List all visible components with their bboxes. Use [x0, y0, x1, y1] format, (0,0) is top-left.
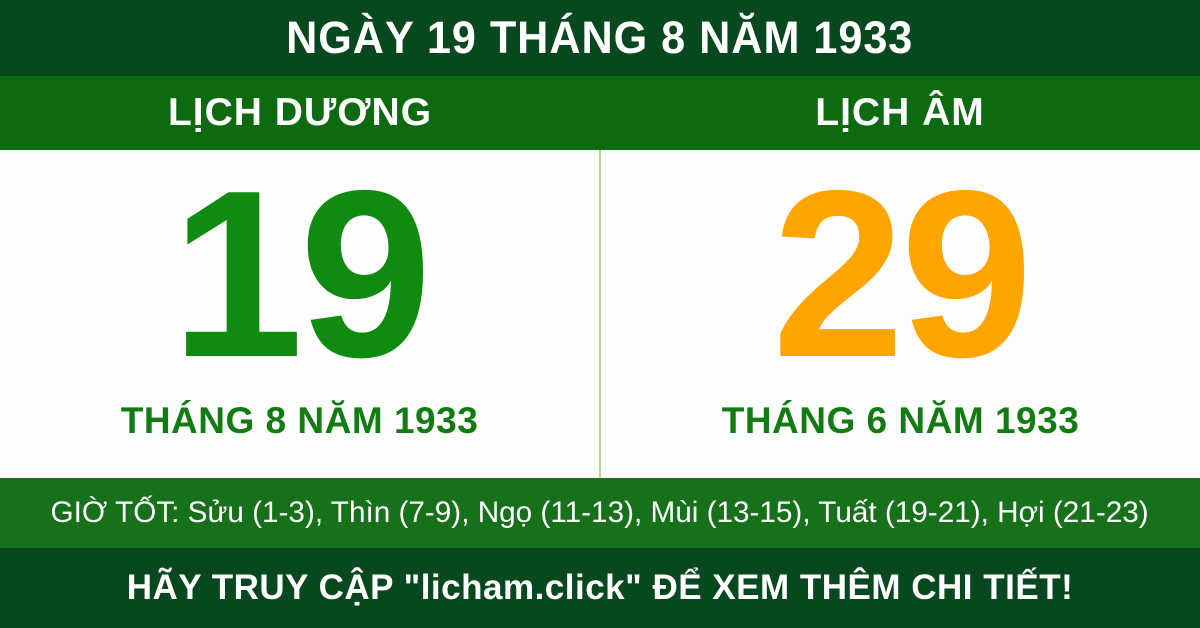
footer-cta-text: HÃY TRUY CẬP "licham.click" ĐỂ XEM THÊM …	[126, 568, 1074, 607]
lunar-day-number: 29	[772, 142, 1033, 407]
solar-day-wrap: 19	[0, 150, 599, 400]
top-date-bar: NGÀY 19 THÁNG 8 NĂM 1933	[0, 0, 1200, 76]
footer-cta-bar: HÃY TRUY CẬP "licham.click" ĐỂ XEM THÊM …	[0, 548, 1200, 628]
good-hours-bar: GIỜ TỐT: Sửu (1-3), Thìn (7-9), Ngọ (11-…	[0, 478, 1200, 548]
full-date-title: NGÀY 19 THÁNG 8 NĂM 1933	[286, 12, 914, 63]
calendar-headers-row: LỊCH DƯƠNG LỊCH ÂM	[0, 76, 1200, 150]
good-hours-text: GIỜ TỐT: Sửu (1-3), Thìn (7-9), Ngọ (11-…	[50, 496, 1150, 529]
calendar-main-panel: 19 THÁNG 8 NĂM 1933 29 THÁNG 6 NĂM 1933	[0, 150, 1200, 478]
lunar-calendar-header: LỊCH ÂM	[815, 91, 985, 134]
lunar-day-wrap: 29	[601, 150, 1200, 400]
solar-calendar-column: 19 THÁNG 8 NĂM 1933	[0, 150, 601, 478]
solar-day-number: 19	[171, 142, 432, 407]
solar-month-year-label: THÁNG 8 NĂM 1933	[120, 400, 479, 441]
lunar-month-year-label: THÁNG 6 NĂM 1933	[721, 400, 1080, 441]
lunar-calendar-column: 29 THÁNG 6 NĂM 1933	[601, 150, 1200, 478]
solar-calendar-header: LỊCH DƯƠNG	[167, 91, 433, 134]
